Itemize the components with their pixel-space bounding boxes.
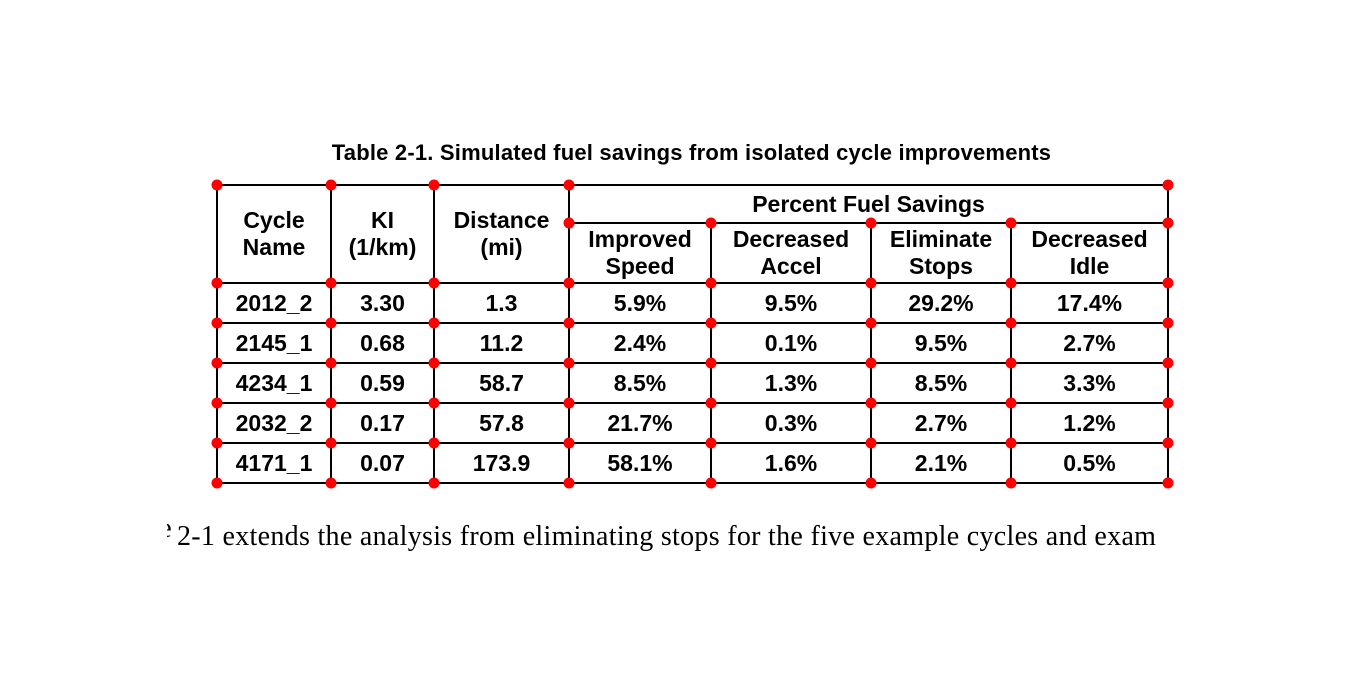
cell-eliminate-stops: 29.2%: [870, 282, 1012, 324]
body-line: 2-1 extends the analysis from eliminatin…: [177, 521, 1157, 552]
clipped-char: e: [167, 513, 172, 545]
cell-cycle-name: 4171_1: [216, 442, 332, 484]
cell-eliminate-stops: 8.5%: [870, 362, 1012, 404]
col-header-distance: Distance (mi): [433, 184, 570, 284]
cell-distance: 58.7: [433, 362, 570, 404]
cell-decreased-accel: 0.1%: [710, 322, 872, 364]
cell-decreased-accel: 1.3%: [710, 362, 872, 404]
fuel-savings-table: Cycle Name KI (1/km) Distance (mi) Perce…: [216, 184, 1170, 484]
cell-decreased-idle: 3.3%: [1009, 362, 1170, 404]
cell-improved-speed: 21.7%: [568, 402, 712, 444]
cell-ki: 0.07: [330, 442, 435, 484]
table-row: 4171_1 0.07 173.9 58.1% 1.6% 2.1% 0.5%: [216, 442, 1170, 484]
table-caption: Table 2-1. Simulated fuel savings from i…: [331, 140, 1052, 165]
cell-decreased-idle: 17.4%: [1009, 282, 1170, 324]
header-row-sub: Improved Speed Decreased Accel Eliminate…: [217, 222, 1170, 284]
col-header-decreased-idle: Decreased Idle: [1009, 222, 1170, 284]
cell-decreased-accel: 0.3%: [710, 402, 872, 444]
cell-ki: 0.68: [330, 322, 435, 364]
col-header-improved-speed: Improved Speed: [568, 222, 712, 284]
cell-improved-speed: 2.4%: [568, 322, 712, 364]
col-header-cycle-name: Cycle Name: [216, 184, 332, 284]
cell-distance: 173.9: [433, 442, 570, 484]
header-row-group: Cycle Name KI (1/km) Distance (mi) Perce…: [216, 184, 1170, 284]
cell-eliminate-stops: 9.5%: [870, 322, 1012, 364]
cell-cycle-name: 4234_1: [216, 362, 332, 404]
col-header-ki: KI (1/km): [330, 184, 435, 284]
cell-improved-speed: 8.5%: [568, 362, 712, 404]
cell-decreased-idle: 1.2%: [1009, 402, 1170, 444]
cell-distance: 11.2: [433, 322, 570, 364]
cell-improved-speed: 5.9%: [568, 282, 712, 324]
cell-ki: 0.17: [330, 402, 435, 444]
cell-cycle-name: 2032_2: [216, 402, 332, 444]
cell-ki: 3.30: [330, 282, 435, 324]
table-row: 2012_2 3.30 1.3 5.9% 9.5% 29.2% 17.4%: [216, 282, 1170, 324]
col-header-decreased-accel: Decreased Accel: [710, 222, 872, 284]
cell-decreased-accel: 9.5%: [710, 282, 872, 324]
cell-decreased-idle: 0.5%: [1009, 442, 1170, 484]
table-row: 2032_2 0.17 57.8 21.7% 0.3% 2.7% 1.2%: [216, 402, 1170, 444]
cell-distance: 1.3: [433, 282, 570, 324]
cell-ki: 0.59: [330, 362, 435, 404]
table-region: Cycle Name KI (1/km) Distance (mi) Perce…: [211, 179, 1174, 489]
cell-distance: 57.8: [433, 402, 570, 444]
body-paragraph: e2-1 extends the analysis from eliminati…: [167, 513, 1156, 553]
cell-decreased-accel: 1.6%: [710, 442, 872, 484]
cell-cycle-name: 2145_1: [216, 322, 332, 364]
cell-eliminate-stops: 2.1%: [870, 442, 1012, 484]
col-header-eliminate-stops: Eliminate Stops: [870, 222, 1012, 284]
table-row: 4234_1 0.59 58.7 8.5% 1.3% 8.5% 3.3%: [216, 362, 1170, 404]
table-row: 2145_1 0.68 11.2 2.4% 0.1% 9.5% 2.7%: [216, 322, 1170, 364]
cell-eliminate-stops: 2.7%: [870, 402, 1012, 444]
cell-decreased-idle: 2.7%: [1009, 322, 1170, 364]
group-header-percent-fuel-savings: Percent Fuel Savings: [567, 184, 1170, 224]
cell-cycle-name: 2012_2: [216, 282, 332, 324]
cell-improved-speed: 58.1%: [568, 442, 712, 484]
